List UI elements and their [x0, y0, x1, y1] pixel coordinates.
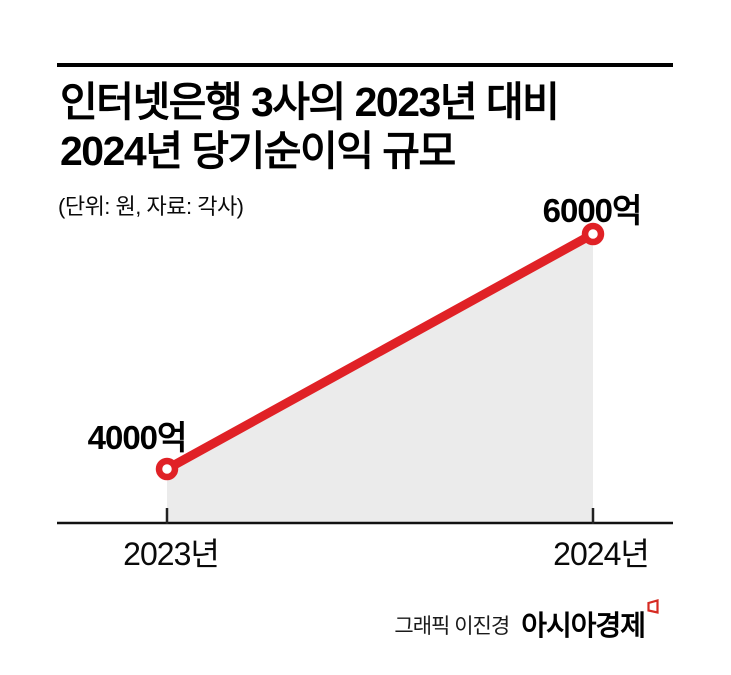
publisher-logo-icon — [647, 599, 659, 614]
area-fill — [167, 234, 593, 522]
top-rule — [57, 63, 673, 67]
chart-unit-source-note: (단위: 원, 자료: 각사) — [58, 194, 244, 219]
data-label-2024: 6000억 — [542, 192, 643, 229]
data-point-2024 — [581, 222, 605, 246]
x-axis-label-2024: 2024년 — [553, 536, 650, 572]
chart-title: 인터넷은행 3사의 2023년 대비 2024년 당기순이익 규모 — [60, 79, 560, 174]
footer-credit: 그래픽 이진경 아시아경제 — [394, 599, 659, 644]
data-point-2023 — [155, 457, 179, 481]
publisher-wordmark: 아시아경제 — [521, 610, 646, 641]
data-label-2023: 4000억 — [87, 419, 188, 456]
graphic-credit: 그래픽 이진경 — [394, 615, 510, 638]
x-axis-label-2023: 2023년 — [123, 536, 220, 572]
trend-line — [162, 229, 598, 474]
